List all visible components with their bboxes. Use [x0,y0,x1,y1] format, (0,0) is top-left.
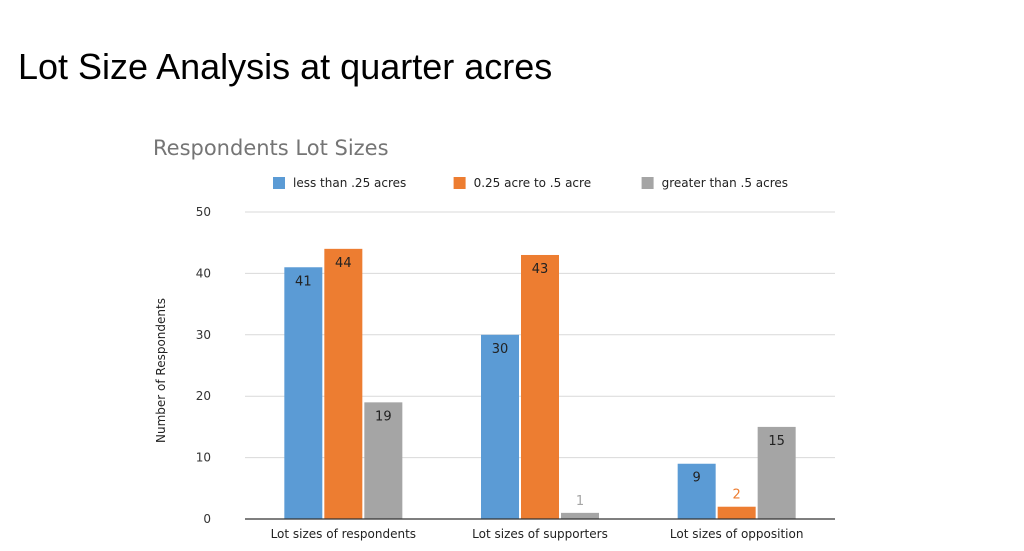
legend-label: 0.25 acre to .5 acre [474,176,591,190]
x-tick-label: Lot sizes of respondents [271,527,416,541]
y-tick-label: 40 [196,266,211,280]
x-axis: Lot sizes of respondents Lot sizes of sup… [245,518,835,541]
data-label: 15 [768,434,785,449]
bar [521,254,559,520]
data-label: 41 [295,274,312,289]
y-tick-label: 10 [196,451,211,465]
y-tick-label: 50 [196,205,211,219]
y-tick-label: 20 [196,389,211,403]
legend-swatch [273,177,285,189]
data-label: 9 [693,471,701,486]
legend-label: less than .25 acres [293,176,406,190]
x-tick-label: Lot sizes of supporters [472,527,608,541]
y-tick-label: 30 [196,328,211,342]
bar [757,426,796,519]
bar [284,267,323,519]
bar [324,248,363,519]
y-axis: 0 10 20 30 40 50 Number of Respondents [154,205,211,526]
bar [677,463,716,519]
y-axis-label: Number of Respondents [154,298,168,443]
data-label: 19 [375,409,392,424]
bar [561,512,599,519]
bar [481,334,519,519]
bar [717,506,756,519]
data-label: 30 [492,342,509,357]
legend: less than .25 acres 0.25 acre to .5 acre g… [273,176,788,190]
x-tick-label: Lot sizes of opposition [670,527,804,541]
y-tick-label: 0 [203,512,211,526]
legend-label: greater than .5 acres [662,176,788,190]
data-label: 1 [576,494,584,509]
legend-swatch [641,177,654,189]
slide-title: Lot Size Analysis at quarter acres [18,46,553,87]
legend-swatch [453,177,466,189]
bar [364,402,403,519]
data-label: 44 [335,256,352,271]
chart-title: Respondents Lot Sizes [153,136,389,160]
data-label: 2 [733,488,741,503]
data-label: 43 [532,262,549,277]
